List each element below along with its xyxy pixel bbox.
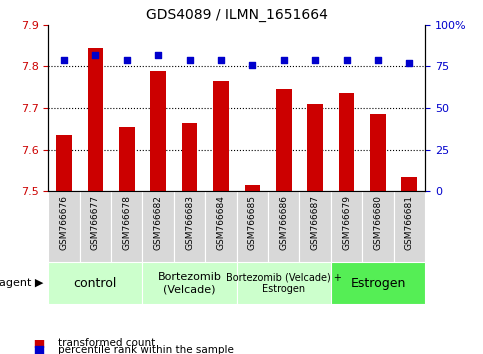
- Bar: [237, 191, 268, 262]
- Bar: [87, 48, 103, 191]
- Text: GSM766686: GSM766686: [279, 195, 288, 250]
- Point: [312, 57, 319, 63]
- Bar: [48, 262, 142, 304]
- Text: Bortezomib
(Velcade): Bortezomib (Velcade): [157, 272, 222, 294]
- Bar: [394, 191, 425, 262]
- Text: GSM766687: GSM766687: [311, 195, 320, 250]
- Text: Estrogen: Estrogen: [350, 277, 406, 290]
- Title: GDS4089 / ILMN_1651664: GDS4089 / ILMN_1651664: [146, 8, 327, 22]
- Bar: [182, 122, 198, 191]
- Point: [280, 57, 288, 63]
- Text: GSM766680: GSM766680: [373, 195, 383, 250]
- Bar: [119, 127, 135, 191]
- Text: percentile rank within the sample: percentile rank within the sample: [58, 345, 234, 354]
- Point: [35, 341, 43, 346]
- Bar: [307, 104, 323, 191]
- Bar: [370, 114, 386, 191]
- Text: GSM766682: GSM766682: [154, 195, 163, 250]
- Bar: [244, 185, 260, 191]
- Point: [343, 57, 351, 63]
- Point: [217, 57, 225, 63]
- Point: [186, 57, 194, 63]
- Bar: [48, 191, 80, 262]
- Text: agent ▶: agent ▶: [0, 278, 43, 288]
- Text: GSM766684: GSM766684: [216, 195, 226, 250]
- Bar: [142, 191, 174, 262]
- Point: [123, 57, 131, 63]
- Point: [155, 52, 162, 58]
- Text: GSM766685: GSM766685: [248, 195, 257, 250]
- Bar: [174, 191, 205, 262]
- Bar: [331, 191, 362, 262]
- Bar: [339, 93, 355, 191]
- Bar: [150, 70, 166, 191]
- Text: GSM766676: GSM766676: [59, 195, 69, 250]
- Text: GSM766679: GSM766679: [342, 195, 351, 250]
- Bar: [401, 177, 417, 191]
- Text: GSM766677: GSM766677: [91, 195, 100, 250]
- Point: [92, 52, 99, 58]
- Bar: [268, 191, 299, 262]
- Bar: [362, 191, 394, 262]
- Bar: [56, 135, 72, 191]
- Bar: [331, 262, 425, 304]
- Bar: [80, 191, 111, 262]
- Bar: [111, 191, 142, 262]
- Bar: [299, 191, 331, 262]
- Point: [374, 57, 382, 63]
- Bar: [142, 262, 237, 304]
- Point: [406, 60, 413, 66]
- Bar: [205, 191, 237, 262]
- Point: [60, 57, 68, 63]
- Point: [35, 347, 43, 353]
- Bar: [276, 89, 292, 191]
- Point: [249, 62, 256, 68]
- Bar: [237, 262, 331, 304]
- Text: control: control: [74, 277, 117, 290]
- Bar: [213, 81, 229, 191]
- Text: Bortezomib (Velcade) +
Estrogen: Bortezomib (Velcade) + Estrogen: [226, 272, 341, 294]
- Text: GSM766683: GSM766683: [185, 195, 194, 250]
- Text: GSM766681: GSM766681: [405, 195, 414, 250]
- Text: GSM766678: GSM766678: [122, 195, 131, 250]
- Text: transformed count: transformed count: [58, 338, 155, 348]
